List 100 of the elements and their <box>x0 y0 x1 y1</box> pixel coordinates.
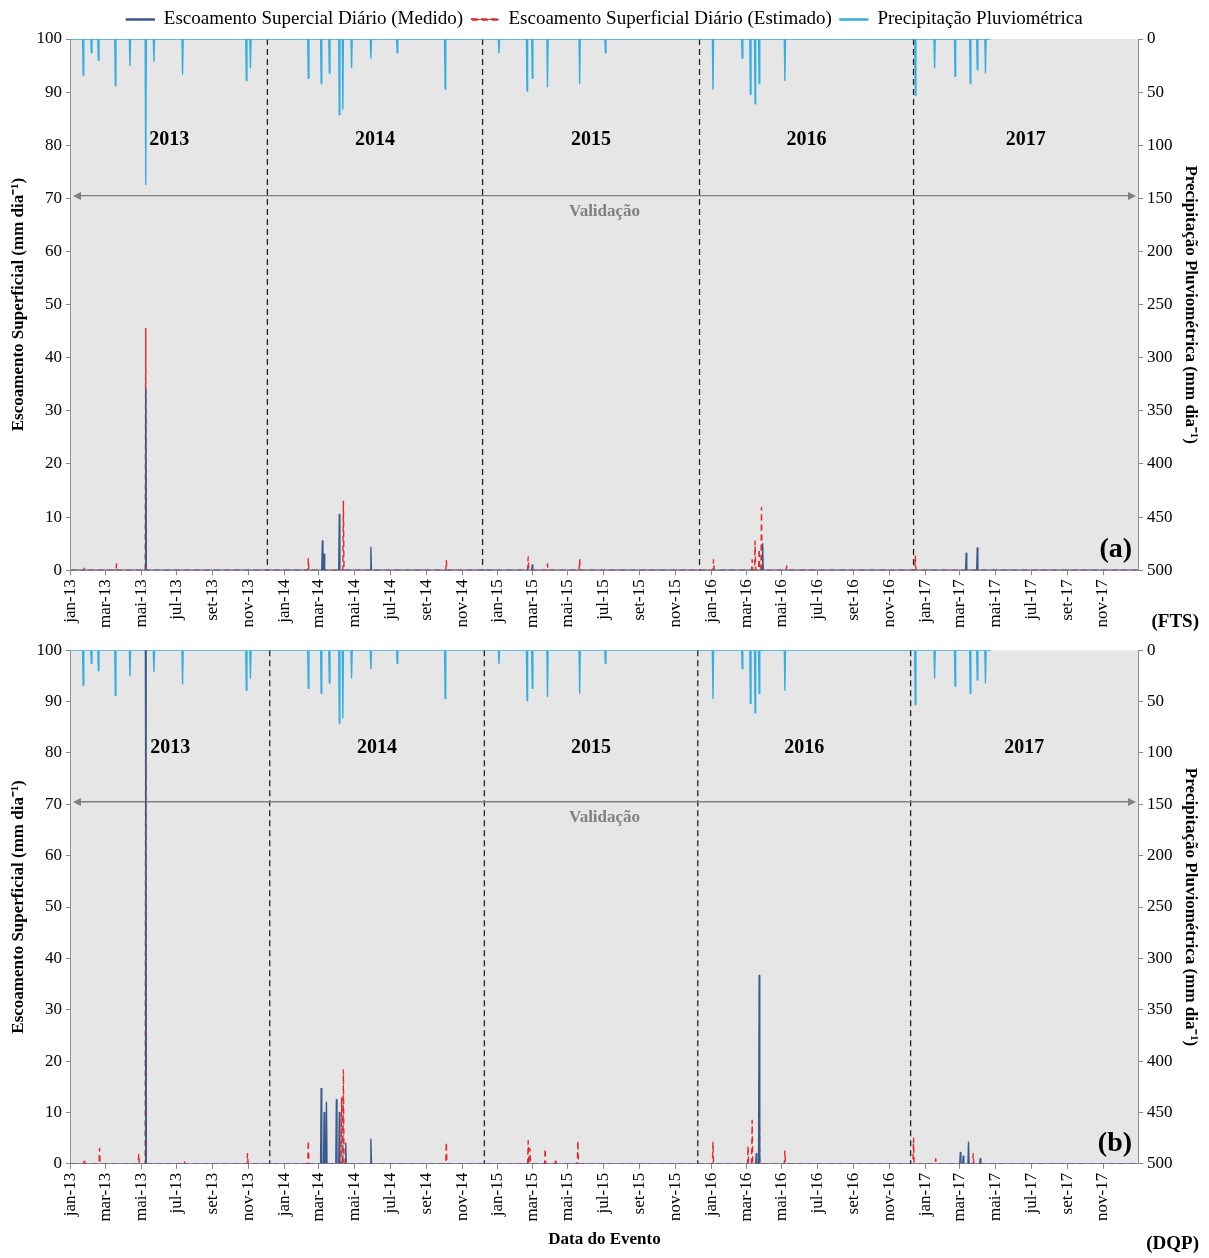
annotation: 2016 <box>784 734 825 757</box>
x-tick-label: jan-13 <box>60 579 80 624</box>
x-tick-label: mai-16 <box>771 1172 791 1222</box>
y2-tick-label: 50 <box>1147 691 1165 711</box>
y2-tick-label: 150 <box>1147 793 1173 813</box>
y-tick-label: 60 <box>44 845 62 865</box>
annotation: 2015 <box>571 127 612 150</box>
y2-tick-label: 0 <box>1147 639 1156 659</box>
x-tick-label: mai-17 <box>984 578 1004 628</box>
y-tick-label: 40 <box>44 947 62 967</box>
x-tick-label: set-14 <box>415 578 435 621</box>
x-tick-label: jul-15 <box>593 579 613 621</box>
x-tick-label: nov-17 <box>1092 578 1112 628</box>
x-tick-label: mar-17 <box>949 578 969 629</box>
y-tick-label: 100 <box>36 28 62 48</box>
x-tick-label: mai-14 <box>343 578 363 628</box>
x-tick-label: jan-16 <box>700 1172 720 1218</box>
annotation: (a) <box>1099 532 1133 564</box>
x-tick-label: jul-15 <box>593 1172 613 1215</box>
x-tick-label: mar-14 <box>308 1172 328 1222</box>
x-tick-label: mar-13 <box>94 579 114 629</box>
x-tick-label: jan-15 <box>487 579 507 624</box>
y-tick-label: 100 <box>36 639 62 659</box>
x-tick-label: jul-17 <box>1020 578 1040 621</box>
y-tick-label: 70 <box>44 187 62 207</box>
y-axis-title: Escoamento Superficial (mm dia⁻¹) <box>7 177 27 432</box>
legend-label: Precipitação Pluviométrica <box>877 7 1084 29</box>
x-tick-label: set-15 <box>629 1172 649 1215</box>
y2-tick-label: 250 <box>1147 896 1173 916</box>
y2-axis-title: Precipitação Pluviométrica (mm dia⁻¹) <box>1182 767 1202 1047</box>
y2-tick-label: 500 <box>1147 559 1173 579</box>
y2-tick-label: 500 <box>1147 1153 1173 1173</box>
y2-tick-label: 300 <box>1147 347 1173 367</box>
x-tick-label: jan-17 <box>914 578 934 624</box>
x-tick-label: mar-16 <box>735 579 755 629</box>
x-tick-label: jan-15 <box>487 1172 507 1218</box>
x-tick-label: nov-14 <box>451 1172 471 1222</box>
annotation: 2014 <box>354 127 395 150</box>
y2-tick-label: 350 <box>1147 999 1173 1019</box>
text: (DQP) <box>1146 1232 1199 1255</box>
x-tick-label: nov-17 <box>1092 1172 1112 1222</box>
x-tick-label: nov-13 <box>238 579 258 628</box>
annotation: 2017 <box>1004 734 1045 757</box>
x-tick-label: nov-13 <box>238 1172 258 1222</box>
y2-tick-label: 350 <box>1147 400 1173 420</box>
ref-line-label: Validação <box>568 200 641 220</box>
x-tick-label: jul-13 <box>166 579 186 621</box>
x-tick-label: set-13 <box>202 1172 222 1215</box>
y-tick-label: 70 <box>44 793 62 813</box>
y2-tick-label: 450 <box>1147 1101 1173 1121</box>
y2-tick-label: 150 <box>1147 187 1173 207</box>
y2-tick-label: 200 <box>1147 845 1173 865</box>
y2-tick-label: 400 <box>1147 453 1173 473</box>
annotation: 2017 <box>1005 127 1046 150</box>
x-tick-label: mar-14 <box>308 578 328 629</box>
annotation: 2014 <box>357 734 398 757</box>
x-tick-label: set-17 <box>1056 1172 1076 1215</box>
annotation: 2013 <box>149 127 190 150</box>
legend-label: Escoamento Superficial Diário (Estimado) <box>508 7 832 30</box>
y-tick-label: 10 <box>44 1101 62 1121</box>
x-tick-label: jul-14 <box>379 1172 399 1215</box>
y-tick-label: 30 <box>44 999 62 1019</box>
y-tick-label: 90 <box>44 691 62 711</box>
x-tick-label: set-13 <box>202 579 222 621</box>
x-tick-label: mar-17 <box>949 1172 969 1222</box>
x-tick-label: mai-14 <box>343 1172 363 1222</box>
y-tick-label: 0 <box>53 1153 62 1173</box>
x-tick-label: set-16 <box>843 579 863 621</box>
text: (FTS) <box>1151 610 1199 633</box>
x-tick-label: nov-16 <box>879 1172 899 1222</box>
x-tick-label: set-15 <box>629 579 649 621</box>
x-tick-label: jan-16 <box>700 579 720 624</box>
x-tick-label: mai-13 <box>130 1172 150 1222</box>
y2-tick-label: 50 <box>1147 81 1165 101</box>
ref-line-label: Validação <box>568 806 641 826</box>
x-tick-label: mai-15 <box>557 1172 577 1222</box>
x-tick-label: jul-14 <box>379 578 399 621</box>
x-tick-label: jul-17 <box>1020 1172 1040 1215</box>
y-tick-label: 80 <box>44 134 62 154</box>
y2-tick-label: 400 <box>1147 1050 1173 1070</box>
x-tick-label: nov-14 <box>451 578 471 628</box>
annotation: 2016 <box>786 127 827 150</box>
annotation: 2015 <box>571 734 612 757</box>
legend-label: Escoamento Supercial Diário (Medido) <box>163 7 464 30</box>
x-tick-label: jan-14 <box>273 578 293 624</box>
y-tick-label: 30 <box>44 400 62 420</box>
y-tick-label: 90 <box>44 81 62 101</box>
x-tick-label: jan-14 <box>273 1172 293 1218</box>
y-tick-label: 80 <box>44 742 62 762</box>
x-tick-label: jan-13 <box>60 1172 80 1218</box>
x-tick-label: mar-16 <box>735 1172 755 1222</box>
x-tick-label: mai-17 <box>984 1172 1004 1222</box>
y2-tick-label: 0 <box>1147 28 1156 48</box>
x-tick-label: mai-16 <box>771 579 791 628</box>
y-tick-label: 0 <box>53 559 62 579</box>
y-axis-title: Escoamento Superficial (mm dia⁻¹) <box>7 780 27 1034</box>
x-tick-label: mar-13 <box>94 1172 114 1222</box>
y2-tick-label: 250 <box>1147 294 1173 314</box>
y-tick-label: 60 <box>44 240 62 260</box>
y-tick-label: 40 <box>44 347 62 367</box>
